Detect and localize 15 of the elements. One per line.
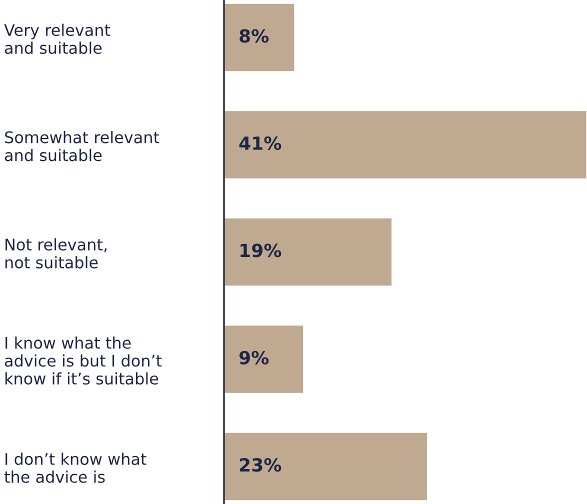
bar [224,324,304,394]
data-label: 8% [240,29,269,43]
data-label: 41% [239,136,282,150]
y-tick-label: Very relevant and suitable [4,24,110,54]
y-tick-label: Somewhat relevant and suitable [4,130,160,162]
y-tick-label: Not relevant, not suitable [5,238,106,268]
y-tick-label: I know what the advice is but I don’t know if it’s suitable [4,336,162,385]
data-label: 19% [240,244,282,258]
bar [224,110,587,180]
data-label: 23% [240,458,282,472]
data-label: 9% [239,350,269,364]
y-tick-label: I don’t know what the advice is [4,452,146,483]
bar [224,2,296,73]
bar [224,431,428,502]
bar [224,216,393,288]
